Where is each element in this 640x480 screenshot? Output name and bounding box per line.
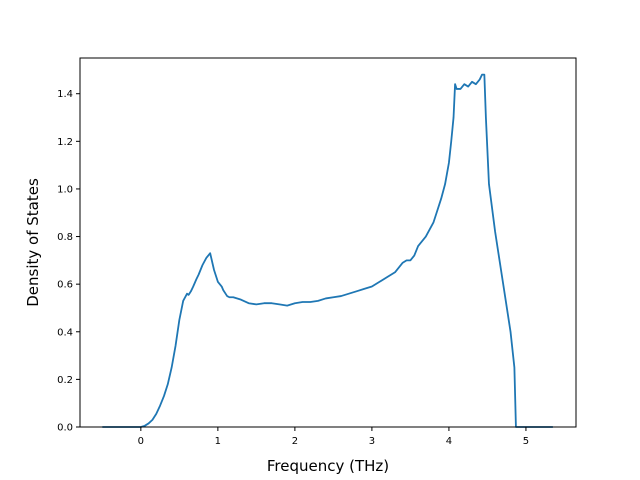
- y-tick-label: 0.8: [57, 232, 73, 243]
- y-tick-label: 1.4: [57, 89, 73, 100]
- y-tick-label: 0.4: [57, 327, 73, 338]
- plot-layer: [102, 73, 553, 428]
- plot-frame: [79, 57, 577, 428]
- x-tick-label: 0: [138, 436, 144, 447]
- y-tick-label: 1.2: [57, 137, 73, 148]
- y-axis-ticks: 0.0 0.2 0.4 0.6 0.8 1.0 1.2 1.4: [57, 89, 80, 434]
- x-tick-label: 2: [292, 436, 298, 447]
- y-tick-label: 0.0: [57, 423, 73, 434]
- x-tick-label: 5: [523, 436, 529, 447]
- y-tick-label: 0.2: [57, 375, 73, 386]
- y-tick-label: 0.6: [57, 280, 73, 291]
- y-tick-label: 1.0: [57, 184, 73, 195]
- x-tick-label: 3: [369, 436, 375, 447]
- y-axis-label: Density of States: [24, 178, 42, 307]
- x-tick-label: 4: [446, 436, 452, 447]
- plot-area: [80, 58, 576, 427]
- dos-series-line-0: [102, 73, 553, 428]
- x-tick-label: 1: [215, 436, 221, 447]
- x-axis-ticks: 0 1 2 3 4 5: [138, 427, 529, 447]
- x-axis-label: Frequency (THz): [267, 457, 389, 475]
